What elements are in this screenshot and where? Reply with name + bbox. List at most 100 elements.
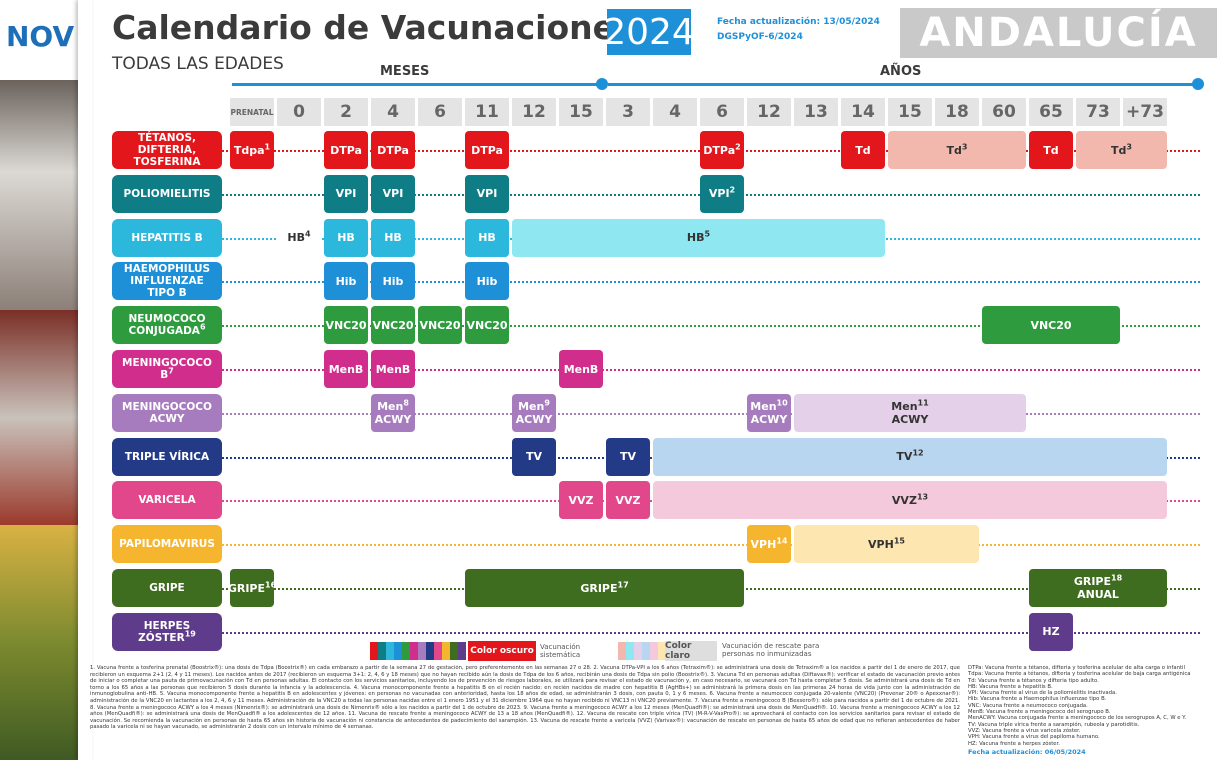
- cell-text: MenB: [563, 362, 599, 376]
- cell-line: VPH15: [868, 536, 905, 551]
- cell-sup: 17: [617, 579, 629, 589]
- cell-line: VNC20: [466, 319, 507, 332]
- swatch: [370, 642, 378, 660]
- column-header: 2: [324, 98, 368, 126]
- row-label-text: DIFTERIA,: [137, 144, 197, 156]
- swatch: [650, 642, 658, 660]
- column-header: 6: [418, 98, 462, 126]
- cell-text: VNC20: [419, 318, 461, 332]
- row-line: [222, 412, 1200, 415]
- row-label-text: TOSFERINA: [133, 156, 201, 168]
- vaccine-cell: Tdpa1: [230, 131, 274, 169]
- vaccine-cell: Td: [841, 131, 885, 169]
- row-label-line: B7: [160, 367, 174, 381]
- cell-sup: 16: [265, 579, 277, 589]
- cell-text: HB: [384, 231, 402, 245]
- row-label-text: MENINGOCOCO: [122, 400, 212, 413]
- row-label-text: HEPATITIS B: [131, 231, 203, 244]
- cell-text: VNC20: [466, 318, 508, 332]
- vaccine-cell: Men11 ACWY: [794, 393, 1026, 432]
- vaccine-cell: Hib: [371, 262, 415, 301]
- vaccine-cell: DTPa: [465, 131, 509, 169]
- year: 2024: [603, 9, 695, 55]
- column-header: 4: [653, 98, 697, 126]
- row-label-text: NEUMOCOCO: [128, 313, 206, 326]
- vaccine-cell: MenB: [371, 350, 415, 388]
- cell-line: VPI2: [708, 186, 735, 201]
- cell-text: VPI: [476, 187, 498, 201]
- vaccine-cell: Td: [1029, 131, 1073, 169]
- row-label-line: TOSFERINA: [134, 156, 201, 168]
- photo: [0, 80, 80, 310]
- column-header: 60: [982, 98, 1026, 126]
- row-label: POLIOMIELITIS: [112, 174, 222, 213]
- cell-sup: 15: [893, 536, 905, 546]
- cell-line: Hib: [336, 275, 357, 288]
- row-label: PAPILOMAVIRUS: [112, 525, 222, 564]
- cell-line: MenB: [329, 363, 364, 376]
- row-label-line: TRIPLE VÍRICA: [125, 451, 209, 463]
- cell-line: MenB: [564, 363, 599, 376]
- cell-line: VPI: [383, 187, 404, 200]
- row-label: GRIPE: [112, 569, 222, 607]
- side-text: NOV: [6, 20, 75, 53]
- cell-text: DTPa: [330, 143, 362, 157]
- photo: [0, 525, 80, 760]
- vaccine-cell: GRIPE17: [465, 569, 744, 607]
- glossary-line: HB: Vacuna frente a hepatitis B.: [968, 683, 1053, 690]
- glossary-line: VPH: Vacuna frente a virus del papiloma …: [968, 734, 1100, 741]
- cell-text: VVZ: [615, 493, 641, 507]
- row-label-text: TÉTANOS,: [137, 132, 197, 144]
- cell-line: DTPa: [471, 144, 503, 157]
- row-label-text: POLIOMIELITIS: [123, 187, 211, 200]
- cell-line: Tdpa1: [234, 142, 270, 156]
- cell-text: Men: [377, 399, 404, 413]
- cell-line: HB: [384, 231, 402, 244]
- column-header: 15: [888, 98, 932, 126]
- timeline: [232, 83, 600, 86]
- cell-line: HZ: [1042, 625, 1059, 638]
- cell-text: VNC20: [372, 318, 414, 332]
- legend-dark: Color oscuro: [468, 641, 536, 661]
- row-label: VARICELA: [112, 481, 222, 520]
- cell-text: VPI: [382, 187, 404, 201]
- vaccine-cell: Men10 ACWY: [747, 393, 791, 432]
- footnotes: 1. Vacuna frente a tosferina prenatal (B…: [90, 665, 960, 731]
- cell-text: Td: [946, 143, 962, 157]
- row-label-text: TIPO B: [147, 287, 187, 300]
- cell-line: Hib: [477, 275, 498, 288]
- cell-sup: 18: [1111, 573, 1123, 583]
- cell-line: Td3: [1111, 142, 1132, 156]
- cell-line: VNC20: [372, 319, 413, 332]
- cell-text: VPI: [708, 187, 730, 201]
- cell-line: VPI: [336, 187, 357, 200]
- cell-line: VPH14: [751, 537, 788, 551]
- cell-text: DTPa: [471, 143, 503, 157]
- cell-text: DTPa: [377, 143, 409, 157]
- cell-line: HB4: [287, 229, 311, 244]
- vaccine-cell: TV: [606, 437, 650, 476]
- column-header: +73: [1123, 98, 1167, 126]
- row-label-text: PAPILOMAVIRUS: [119, 538, 215, 551]
- vaccine-cell: VVZ: [606, 481, 650, 520]
- column-header: 4: [371, 98, 415, 126]
- swatch: [626, 642, 634, 660]
- cell-text: HB: [478, 231, 496, 245]
- swatch: [458, 642, 466, 660]
- cell-text: ACWY: [374, 412, 412, 426]
- cell-sup: 8: [403, 398, 409, 408]
- cell-line: TV: [526, 450, 542, 463]
- cell-text: Hib: [476, 274, 498, 288]
- row-label-line: ACWY: [149, 413, 184, 425]
- cell-sup: 4: [305, 229, 311, 239]
- divider: [78, 0, 92, 760]
- cell-line: VVZ13: [892, 493, 928, 507]
- glossary-line: Tdpa: Vacuna frente a tétanos, difteria …: [968, 671, 1191, 678]
- cell-text: VNC20: [325, 318, 367, 332]
- title: Calendario de Vacunaciones: [112, 8, 635, 47]
- code: DGSPyOF-6/2024: [717, 32, 803, 42]
- glossary-line: Td: Vacuna frente a tétanos y difteria t…: [968, 677, 1099, 684]
- row-label-line: VARICELA: [138, 494, 195, 506]
